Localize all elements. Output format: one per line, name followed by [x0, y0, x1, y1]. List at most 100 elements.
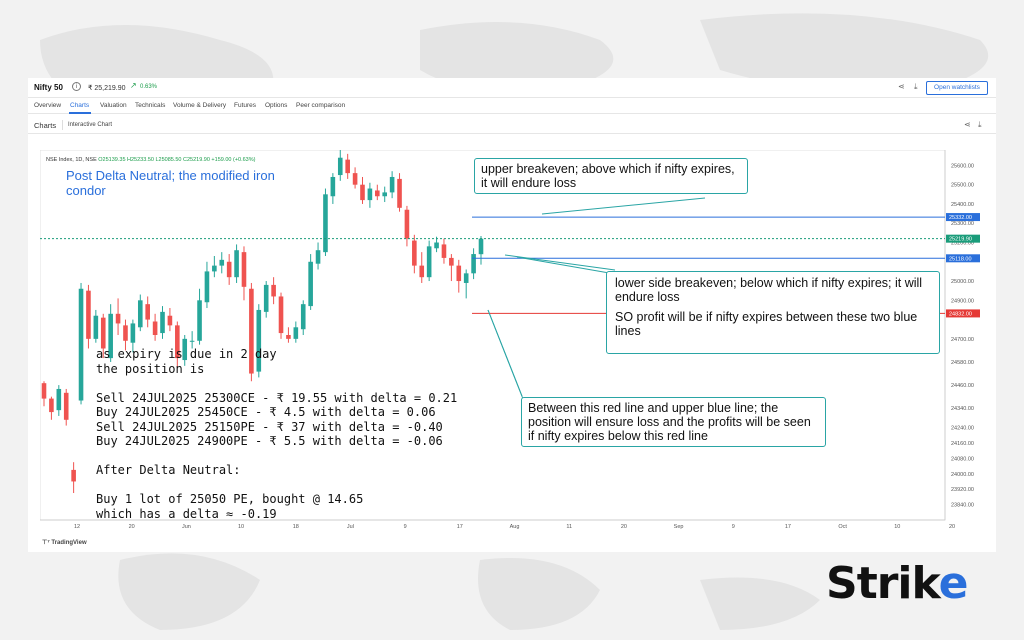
- x-tick-label: 9: [732, 524, 735, 530]
- candle-body: [434, 242, 439, 249]
- page-title: Nifty 50: [34, 83, 63, 92]
- candle-body: [175, 325, 180, 359]
- tab-peer-comparison[interactable]: Peer comparison: [296, 102, 346, 109]
- y-tick-label: 25600.00: [951, 163, 974, 169]
- candle-body: [152, 321, 158, 335]
- candle-body: [49, 398, 54, 413]
- candle-body: [130, 323, 136, 343]
- candle-body: [389, 176, 395, 193]
- upper-breakeven-box: upper breakeven; above which if nifty ex…: [474, 158, 748, 194]
- ohlc-legend: NSE Index, 1D, NSE O25139.35 H25233.50 L…: [46, 157, 255, 163]
- x-tick-label: Sep: [674, 524, 684, 530]
- annotation-connector: [487, 309, 526, 405]
- candle-body: [241, 252, 247, 287]
- candle-body: [234, 250, 239, 278]
- price-level-label: 25332.00: [949, 215, 972, 221]
- annotation-title: Post Delta Neutral; the modified iron co…: [66, 168, 275, 198]
- lower-breakeven-text: lower side breakeven; below which if nif…: [615, 276, 923, 304]
- open-watchlists-button[interactable]: Open watchlists: [926, 81, 988, 95]
- candle-body: [63, 392, 69, 420]
- y-tick-label: 24460.00: [951, 383, 974, 389]
- candle-body: [419, 265, 425, 278]
- chart-share-icon[interactable]: ⋖: [964, 120, 971, 129]
- candle-body: [478, 238, 484, 255]
- y-tick-label: 24340.00: [951, 406, 974, 412]
- price-level-label: 25118.00: [949, 256, 972, 262]
- candle-body: [189, 340, 195, 342]
- candle-body: [441, 244, 447, 258]
- info-icon[interactable]: i: [72, 82, 81, 91]
- tab-overview[interactable]: Overview: [34, 102, 62, 109]
- candle-body: [115, 313, 121, 324]
- candle-body: [212, 265, 217, 272]
- strike-logo: Strike: [826, 558, 969, 609]
- y-tick-label: 25500.00: [951, 183, 974, 189]
- logo-text-start: Stri: [826, 558, 913, 609]
- candle-body: [226, 261, 232, 278]
- logo-arrow-e: e: [938, 558, 969, 609]
- tab-charts[interactable]: Charts: [70, 102, 90, 109]
- divider: [62, 120, 63, 130]
- candle-body: [71, 469, 76, 482]
- candle-body: [256, 309, 262, 372]
- x-tick-label: 12: [74, 524, 80, 530]
- candle-body: [471, 254, 476, 274]
- download-icon[interactable]: ⤓: [914, 82, 918, 91]
- candle-body: [263, 284, 269, 312]
- x-tick-label: 20: [949, 524, 955, 530]
- tab-volume-delivery[interactable]: Volume & Delivery: [173, 102, 227, 109]
- candle-body: [426, 246, 432, 278]
- tradingview-icon: ⊤⁷: [42, 540, 52, 546]
- candle-body: [182, 338, 188, 361]
- y-tick-label: 24080.00: [951, 456, 974, 462]
- candle-body: [300, 304, 306, 330]
- tab-futures[interactable]: Futures: [234, 102, 257, 109]
- y-tick-label: 25400.00: [951, 202, 974, 208]
- candle-body: [293, 327, 299, 339]
- trend-up-icon: ↗: [130, 81, 137, 90]
- x-tick-label: Jul: [347, 524, 354, 530]
- candle-body: [456, 265, 462, 282]
- candle-body: [375, 190, 380, 197]
- tab-technicals[interactable]: Technicals: [135, 102, 166, 109]
- candle-body: [219, 259, 225, 266]
- candle-body: [278, 296, 284, 334]
- candle-body: [123, 325, 128, 341]
- chart-download-icon[interactable]: ⤓: [978, 120, 982, 129]
- position-annotation: as expiry is due in 2 day the position i…: [96, 347, 458, 521]
- candle-body: [108, 313, 113, 359]
- symbol-label: NSE Index, 1D, NSE: [46, 157, 97, 163]
- candle-body: [56, 388, 62, 411]
- profit-range-text: SO profit will be if nifty expires betwe…: [615, 310, 918, 338]
- candle-body: [86, 290, 91, 339]
- candle-body: [463, 273, 469, 283]
- candle-body: [360, 184, 365, 201]
- annotation-connector: [541, 197, 706, 215]
- y-tick-label: 25200.00: [951, 241, 974, 247]
- annotation-connector: [516, 256, 616, 275]
- lower-breakeven-box: lower side breakeven; below which if nif…: [606, 271, 940, 354]
- x-tick-label: 20: [621, 524, 627, 530]
- candle-body: [93, 315, 99, 339]
- interactive-chart-link[interactable]: Interactive Chart: [68, 122, 113, 128]
- charts-label: Charts: [34, 121, 57, 130]
- price-level-tag: [946, 254, 980, 263]
- price-level-tag: [946, 234, 980, 243]
- y-tick-label: 24160.00: [951, 441, 974, 447]
- tab-options[interactable]: Options: [265, 102, 288, 109]
- share-icon[interactable]: ⋖: [898, 82, 905, 91]
- tab-valuation[interactable]: Valuation: [100, 102, 127, 109]
- x-tick-label: 10: [238, 524, 244, 530]
- candle-body: [397, 178, 402, 208]
- y-tick-label: 25300.00: [951, 221, 974, 227]
- x-tick-label: 17: [785, 524, 791, 530]
- current-price: ₹ 25,219.90: [88, 85, 126, 92]
- price-level-tag: [946, 309, 980, 318]
- x-tick-label: 10: [894, 524, 900, 530]
- candle-body: [345, 159, 350, 174]
- candle-body: [352, 173, 358, 185]
- y-tick-label: 23920.00: [951, 487, 974, 493]
- x-tick-label: Oct: [838, 524, 847, 530]
- nav-tabs: Overview Charts Valuation Technicals Vol…: [28, 98, 996, 114]
- y-tick-label: 25000.00: [951, 279, 974, 285]
